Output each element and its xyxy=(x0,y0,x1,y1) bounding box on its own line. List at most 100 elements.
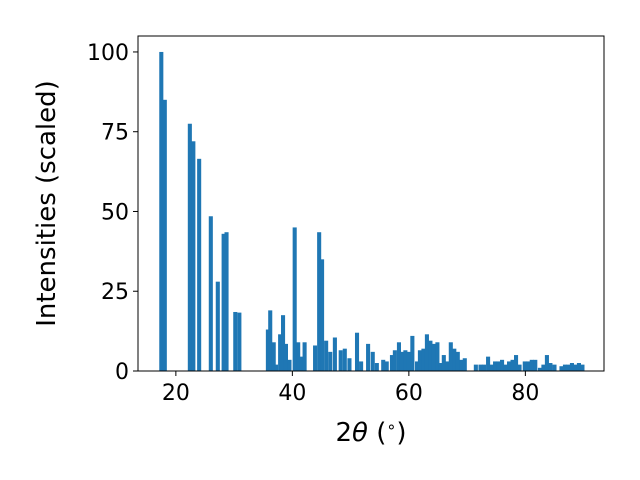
bar xyxy=(478,364,483,371)
bar xyxy=(537,367,542,371)
bar xyxy=(332,337,337,371)
bar xyxy=(514,355,519,371)
bar xyxy=(265,329,270,371)
bar xyxy=(486,356,491,371)
x-axis: 20 40 60 80 xyxy=(162,371,539,406)
bar xyxy=(445,361,450,371)
bar xyxy=(448,342,453,371)
bar xyxy=(370,351,375,371)
bar xyxy=(302,342,307,371)
bar xyxy=(159,51,164,371)
bar xyxy=(493,361,498,371)
bar xyxy=(317,232,322,371)
y-tick-label: 50 xyxy=(101,200,129,225)
bar xyxy=(566,364,571,371)
bar xyxy=(552,364,557,371)
bar xyxy=(438,363,443,371)
y-tick-label: 25 xyxy=(101,280,129,305)
bar xyxy=(278,334,283,371)
bar xyxy=(414,361,420,371)
bar xyxy=(410,335,415,371)
bar xyxy=(459,359,464,371)
bar xyxy=(529,359,534,371)
bar xyxy=(435,342,440,371)
bar xyxy=(381,359,386,371)
bar xyxy=(455,351,460,371)
bar xyxy=(441,355,446,371)
bar xyxy=(268,310,273,371)
y-tick-label: 75 xyxy=(101,121,129,146)
bar xyxy=(299,356,304,371)
bar xyxy=(421,348,426,371)
bar xyxy=(292,227,297,371)
bar xyxy=(431,343,436,371)
bar xyxy=(191,141,196,371)
bar xyxy=(359,361,364,371)
x-tick-label: 40 xyxy=(278,381,306,406)
bar xyxy=(197,158,202,371)
bar xyxy=(237,312,242,371)
bar xyxy=(384,361,389,371)
bar xyxy=(473,364,478,371)
bar xyxy=(187,123,192,372)
bar xyxy=(342,348,347,371)
x-tick-label: 80 xyxy=(511,381,539,406)
bar xyxy=(215,281,220,371)
bar xyxy=(354,332,360,371)
bar xyxy=(313,345,318,371)
bar xyxy=(406,351,411,371)
bar xyxy=(224,232,229,371)
bar xyxy=(526,361,531,371)
bar xyxy=(233,311,238,371)
bar xyxy=(569,363,574,371)
bar xyxy=(424,334,429,371)
bar xyxy=(366,343,371,371)
bar xyxy=(507,361,512,371)
bar xyxy=(544,355,549,371)
y-axis: 0 25 50 75 100 xyxy=(87,41,138,385)
bar xyxy=(562,364,568,371)
bar xyxy=(328,351,333,371)
bar xyxy=(296,342,301,371)
bar xyxy=(496,361,501,371)
y-tick-label: 100 xyxy=(87,41,129,66)
bar xyxy=(283,343,288,371)
bar xyxy=(517,364,522,371)
bar xyxy=(510,359,515,371)
bar xyxy=(162,99,167,371)
bar xyxy=(548,363,553,371)
bar xyxy=(221,233,226,371)
bar xyxy=(347,358,352,371)
bar xyxy=(417,350,422,371)
bar xyxy=(452,348,457,371)
bar xyxy=(324,340,329,371)
bar xyxy=(481,364,487,371)
bar xyxy=(489,364,494,371)
bar xyxy=(320,259,325,371)
bar xyxy=(522,361,527,371)
bar xyxy=(208,216,213,371)
bars-group xyxy=(159,51,585,372)
bar xyxy=(533,359,538,371)
x-axis-label: 2θ (∘) xyxy=(335,417,406,448)
plot-area-frame xyxy=(137,35,605,372)
x-tick-label: 20 xyxy=(162,381,190,406)
bar xyxy=(580,364,585,371)
bar xyxy=(392,350,397,371)
bar xyxy=(573,364,578,371)
bar xyxy=(338,350,343,371)
bar xyxy=(389,355,395,371)
bar xyxy=(271,342,276,371)
bar xyxy=(428,340,433,371)
bar xyxy=(576,363,581,371)
y-tick-label: 0 xyxy=(115,360,129,385)
bar xyxy=(503,364,508,371)
bar xyxy=(399,351,404,371)
bar xyxy=(500,359,505,371)
bar xyxy=(403,350,408,371)
x-tick-label: 60 xyxy=(395,381,423,406)
bar xyxy=(541,364,546,371)
bar xyxy=(274,364,279,371)
bar xyxy=(281,315,286,371)
